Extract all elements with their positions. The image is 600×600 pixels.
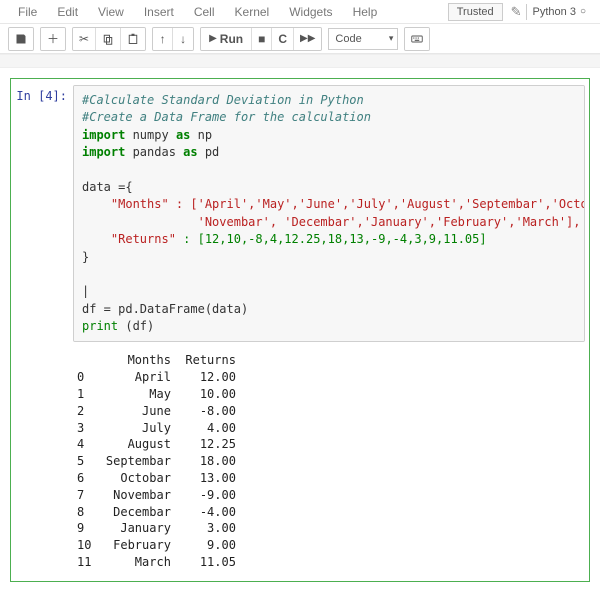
add-cell-button[interactable]: ＋ (41, 28, 65, 50)
keyboard-icon (411, 33, 423, 45)
output-row-2: 2 June -8.00 (77, 404, 236, 418)
output-row: Months Returns 0 April 12.00 1 May 10.00… (15, 350, 585, 570)
celltype-select[interactable]: Code (328, 28, 398, 50)
copy-icon (102, 33, 114, 45)
output-text: Months Returns 0 April 12.00 1 May 10.00… (73, 350, 585, 570)
kw-import-1: import (82, 128, 125, 142)
menu-edit[interactable]: Edit (47, 3, 88, 21)
menu-cell[interactable]: Cell (184, 3, 225, 21)
months-arr1: : ['April','May','June','July','August',… (169, 197, 585, 211)
input-row: In [4]: #Calculate Standard Deviation in… (15, 85, 585, 342)
code-editor[interactable]: #Calculate Standard Deviation in Python … (73, 85, 585, 342)
menu-help[interactable]: Help (343, 3, 388, 21)
print-kw: print (82, 319, 118, 333)
alias-np: np (190, 128, 212, 142)
returns-key: "Returns" (111, 232, 176, 246)
fast-forward-icon: ▶▶ (300, 33, 315, 44)
code-comment-2: #Create a Data Frame for the calculation (82, 110, 371, 124)
celltype-value: Code (335, 33, 361, 45)
paste-icon (127, 33, 139, 45)
cut-button[interactable]: ✂ (73, 28, 96, 50)
menu-file[interactable]: File (8, 3, 47, 21)
months-arr2: 'Novembar', 'Decembar','January','Februa… (198, 215, 581, 229)
menu-kernel[interactable]: Kernel (225, 3, 280, 21)
kernel-indicator[interactable]: Python 3 ○ (526, 4, 592, 20)
code-comment-1: #Calculate Standard Deviation in Python (82, 93, 364, 107)
output-row-3: 3 July 4.00 (77, 421, 236, 435)
output-row-1: 1 May 10.00 (77, 387, 236, 401)
copy-button[interactable] (96, 28, 121, 50)
run-label: Run (220, 32, 243, 46)
close-brace: } (82, 250, 89, 264)
output-prompt (15, 350, 73, 570)
output-row-5: 5 Septembar 18.00 (77, 454, 236, 468)
output-row-0: 0 April 12.00 (77, 370, 236, 384)
run-icon: ▶ (209, 33, 217, 44)
kw-as-2: as (183, 145, 197, 159)
paste-button[interactable] (121, 28, 145, 50)
output-header: Months Returns (77, 353, 236, 367)
move-up-button[interactable]: ↑ (153, 28, 173, 50)
df-line: df = pd.DataFrame(data) (82, 302, 248, 316)
menu-widgets[interactable]: Widgets (279, 3, 342, 21)
data-lhs: data ={ (82, 180, 133, 194)
save-icon (15, 33, 27, 45)
kernel-name: Python 3 (533, 6, 576, 18)
arrow-up-icon: ↑ (160, 32, 166, 46)
restart-button[interactable]: C (272, 28, 294, 50)
arrow-down-icon: ↓ (180, 32, 186, 46)
trusted-indicator[interactable]: Trusted (448, 3, 503, 21)
run-button[interactable]: ▶Run (201, 28, 252, 50)
output-row-8: 8 Decembar -4.00 (77, 505, 236, 519)
toolbar: ＋ ✂ ↑ ↓ ▶Run ■ C ▶▶ Code (0, 24, 600, 54)
output-row-6: 6 Octobar 13.00 (77, 471, 236, 485)
input-prompt: In [4]: (15, 85, 73, 103)
command-palette-button[interactable] (405, 28, 429, 50)
returns-arr: : [12,10,-8,4,12.25,18,13,-9,-4,3,9,11.0… (176, 232, 487, 246)
menu-bar: File Edit View Insert Cell Kernel Widget… (0, 0, 600, 24)
notebook-container: In [4]: #Calculate Standard Deviation in… (0, 68, 600, 592)
output-row-7: 7 Novembar -9.00 (77, 488, 236, 502)
output-row-11: 11 March 11.05 (77, 555, 236, 569)
edit-icon[interactable]: ✎ (507, 4, 526, 20)
save-button[interactable] (9, 28, 33, 50)
output-row-9: 9 January 3.00 (77, 521, 236, 535)
kw-import-2: import (82, 145, 125, 159)
output-row-4: 4 August 12.25 (77, 437, 236, 451)
print-arg: (df) (118, 319, 154, 333)
stop-icon: ■ (258, 32, 265, 46)
plus-icon: ＋ (47, 30, 59, 47)
move-down-button[interactable]: ↓ (173, 28, 193, 50)
mod-numpy: numpy (125, 128, 176, 142)
stop-button[interactable]: ■ (252, 28, 272, 50)
code-cell[interactable]: In [4]: #Calculate Standard Deviation in… (10, 78, 590, 582)
output-row-10: 10 February 9.00 (77, 538, 236, 552)
mod-pandas: pandas (125, 145, 183, 159)
run-all-button[interactable]: ▶▶ (294, 28, 321, 50)
kernel-status-icon: ○ (580, 6, 586, 17)
menu-view[interactable]: View (88, 3, 134, 21)
months-key: "Months" (111, 197, 169, 211)
kw-as-1: as (176, 128, 190, 142)
restart-icon: C (278, 32, 287, 46)
scissors-icon: ✂ (79, 32, 89, 46)
menu-insert[interactable]: Insert (134, 3, 184, 21)
toolbar-separator (0, 54, 600, 68)
alias-pd: pd (198, 145, 220, 159)
